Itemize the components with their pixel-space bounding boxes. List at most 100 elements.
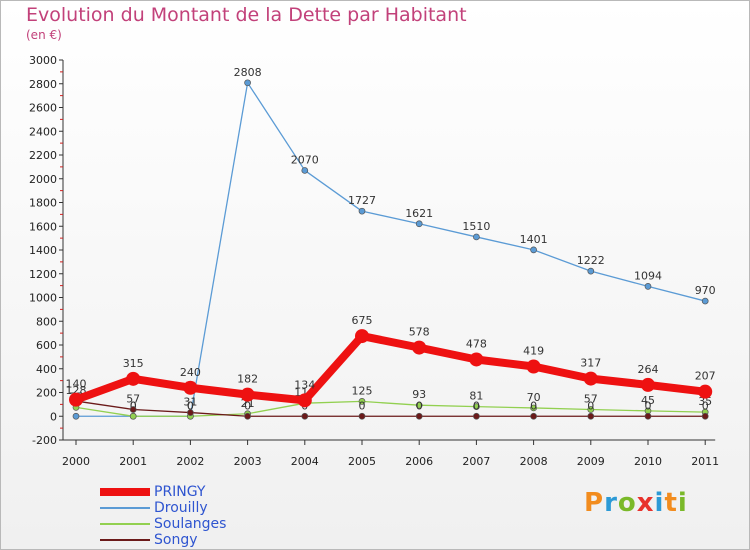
logo-letter: r (604, 488, 618, 518)
data-label-songy: 0 (473, 399, 480, 412)
data-point-pringy (297, 393, 312, 408)
series-line-pringy (74, 332, 706, 405)
data-label-soulanges: 57 (584, 392, 598, 405)
x-tick-label: 2002 (176, 455, 204, 468)
data-label-drouilly: 1401 (520, 233, 548, 246)
data-point-drouilly (415, 220, 423, 228)
data-label-pringy: 578 (409, 326, 430, 339)
series-line-songy (75, 400, 706, 417)
data-point-drouilly (358, 207, 366, 215)
data-label-drouilly: 970 (695, 284, 716, 297)
data-label-soulanges: 93 (412, 388, 426, 401)
data-point-pringy (469, 352, 484, 367)
data-point-pringy (526, 359, 541, 374)
data-point-songy (244, 412, 251, 420)
series-songy: 1285731000000000 (66, 384, 709, 420)
data-point-pringy (69, 392, 83, 407)
data-label-soulanges: 125 (352, 384, 373, 397)
data-label-soulanges: 70 (527, 391, 541, 404)
data-point-soulanges (530, 404, 537, 412)
chart-subtitle: (en €) (26, 28, 62, 42)
y-tick-label: 2200 (29, 149, 57, 162)
y-tick-label: 2400 (29, 125, 57, 138)
data-point-songy (530, 412, 537, 420)
chart-title: Evolution du Montant de la Dette par Hab… (26, 4, 467, 26)
data-label-pringy: 315 (123, 357, 144, 370)
data-point-drouilly (530, 246, 537, 254)
x-tick-label: 2004 (291, 455, 319, 468)
data-label-songy: 0 (645, 399, 652, 412)
x-tick-label: 2001 (119, 455, 147, 468)
data-point-songy (129, 406, 137, 413)
data-label-songy: 0 (530, 399, 537, 412)
y-tick-label: 200 (36, 387, 57, 400)
legend-swatch-soulanges (100, 523, 150, 525)
legend-label-pringy: PRINGY (154, 484, 206, 500)
data-label-soulanges: 35 (698, 395, 712, 408)
y-tick-label: 2000 (29, 173, 57, 186)
x-tick-label: 2009 (577, 455, 605, 468)
data-label-drouilly: 1510 (462, 220, 490, 233)
legend-label-soulanges: Soulanges (154, 516, 227, 532)
data-label-soulanges: 0 (187, 399, 194, 412)
data-point-songy (187, 409, 194, 416)
data-point-pringy (355, 329, 369, 344)
y-tick-label: 1600 (29, 220, 57, 233)
data-label-songy: 0 (416, 399, 423, 412)
series-line-drouilly (76, 82, 706, 417)
logo-letter: x (636, 488, 655, 518)
logo-letter: t (664, 488, 678, 518)
data-label-songy: 0 (244, 399, 251, 412)
data-point-soulanges (358, 398, 366, 405)
legend: PRINGY Drouilly Soulanges Songy (100, 484, 226, 548)
data-point-drouilly (644, 282, 652, 290)
x-tick-label: 2003 (234, 455, 262, 468)
data-label-songy: 31 (183, 396, 197, 409)
data-label-pringy: 240 (180, 366, 201, 379)
data-label-pringy: 264 (638, 363, 659, 376)
y-tick-label: 0 (50, 410, 57, 423)
legend-item-pringy: PRINGY (100, 484, 226, 500)
data-label-drouilly: 1094 (634, 269, 662, 282)
data-point-pringy (240, 387, 255, 402)
data-point-pringy (183, 380, 198, 395)
data-point-songy (644, 412, 652, 420)
y-tick-label: 600 (36, 339, 57, 352)
legend-swatch-drouilly (100, 507, 150, 509)
x-tick-label: 2006 (405, 455, 433, 468)
y-tick-label: 1200 (29, 268, 57, 281)
data-point-pringy (126, 371, 141, 386)
data-label-pringy: 478 (466, 337, 487, 350)
data-point-soulanges (415, 401, 423, 409)
data-label-songy: 57 (126, 392, 140, 405)
x-tick-label: 2011 (691, 455, 719, 468)
logo-letter: P (584, 488, 605, 518)
data-label-pringy: 134 (294, 378, 315, 391)
data-point-soulanges (473, 403, 480, 410)
legend-item-soulanges: Soulanges (100, 516, 226, 532)
y-tick-label: 400 (36, 363, 57, 376)
data-label-drouilly: 1727 (348, 194, 376, 207)
data-point-songy (415, 412, 423, 420)
series-pringy: 140 315 240 182 134 675 578 478 419 317 264 207 (66, 314, 716, 408)
data-point-pringy (641, 377, 655, 392)
data-point-songy (301, 412, 309, 420)
data-point-songy (587, 412, 595, 420)
data-point-soulanges (587, 406, 595, 413)
data-label-drouilly: 2070 (291, 153, 319, 166)
y-tick-label: 2800 (29, 78, 57, 91)
legend-label-drouilly: Drouilly (154, 500, 208, 516)
data-label-soulanges: 0 (130, 399, 137, 412)
data-point-drouilly (701, 297, 709, 305)
legend-item-drouilly: Drouilly (100, 500, 226, 516)
legend-item-songy: Songy (100, 532, 226, 548)
logo-letter: o (617, 488, 637, 518)
data-label-drouilly: 2808 (234, 66, 262, 79)
data-point-drouilly (587, 267, 595, 275)
data-label-drouilly: 0 (130, 399, 137, 412)
legend-swatch-songy (100, 539, 150, 541)
y-tick-label: 2600 (29, 102, 57, 115)
series-line-soulanges (75, 400, 706, 417)
